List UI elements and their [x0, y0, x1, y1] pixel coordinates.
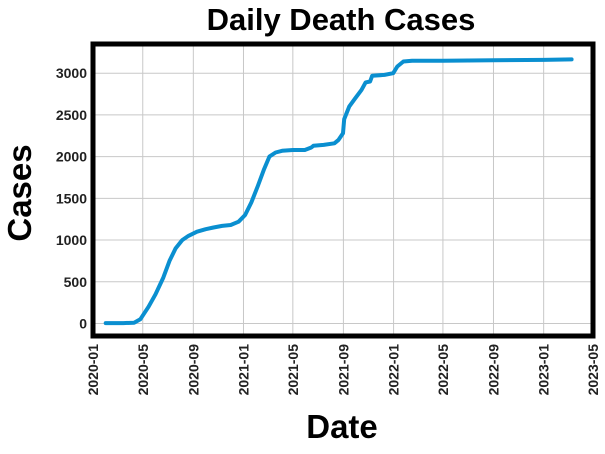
y-tick-label: 2000 [56, 149, 87, 165]
x-tick-label: 2020-09 [185, 344, 201, 396]
x-tick-label: 2022-05 [435, 344, 451, 396]
y-axis-label: Cases [1, 144, 38, 241]
x-tick-label: 2020-01 [85, 344, 101, 396]
y-tick-label: 0 [79, 315, 87, 331]
x-tick-label: 2022-01 [386, 344, 402, 396]
x-tick-label: 2022-09 [485, 344, 501, 396]
y-tick-label: 1500 [56, 190, 87, 206]
y-tick-label: 500 [64, 274, 88, 290]
x-tick-label: 2021-05 [285, 344, 301, 396]
x-tick-label: 2023-05 [585, 344, 601, 396]
y-tick-label: 2500 [56, 107, 87, 123]
y-axis-ticks: 0 500 1000 1500 2000 2500 3000 [56, 65, 87, 331]
x-tick-label: 2021-01 [235, 344, 251, 396]
y-tick-label: 1000 [56, 232, 87, 248]
plot-frame [90, 41, 596, 339]
x-tick-label: 2023-01 [536, 344, 552, 396]
x-tick-label: 2020-05 [135, 344, 151, 396]
x-axis-label: Date [306, 408, 378, 445]
chart-title: Daily Death Cases [207, 2, 476, 37]
x-tick-label: 2021-09 [335, 344, 351, 396]
x-axis-ticks: 2020-01 2020-05 2020-09 2021-01 2021-05 2021-… [85, 344, 601, 396]
series-layer [103, 57, 574, 326]
series-line [103, 57, 574, 326]
grid [92, 44, 594, 336]
y-tick-label: 3000 [56, 65, 87, 81]
